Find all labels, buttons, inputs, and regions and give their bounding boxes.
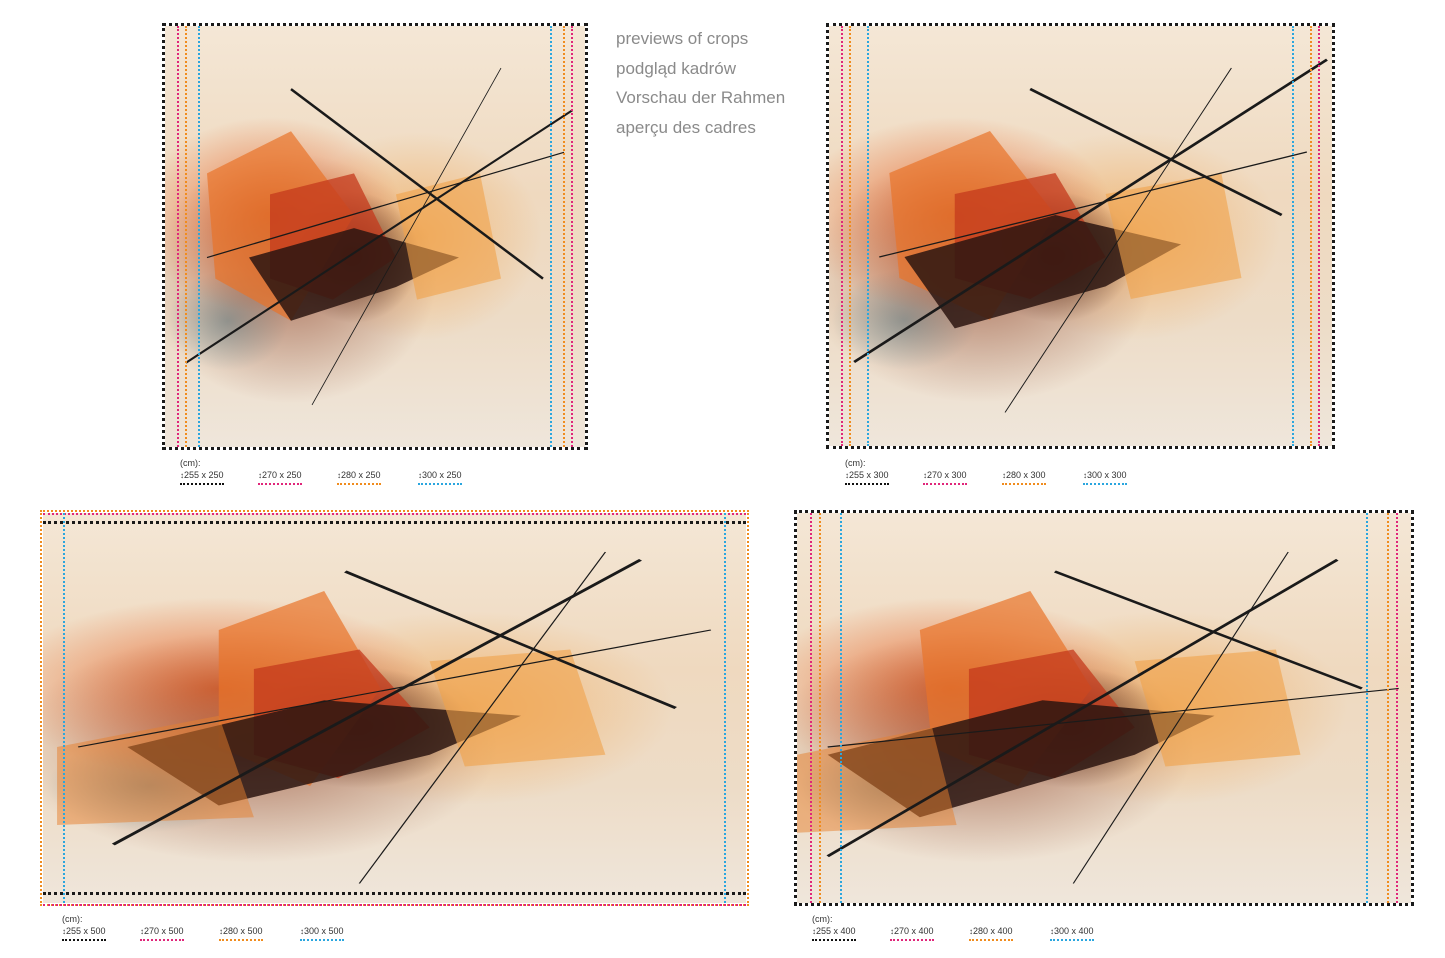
artwork-image	[829, 26, 1332, 446]
crop-preview-panel-3	[40, 510, 749, 906]
heading-line-fr: aperçu des cadres	[616, 117, 756, 137]
heading-line-en: previews of crops	[616, 29, 749, 48]
artwork-image	[165, 26, 585, 447]
crop-frame-300	[198, 26, 552, 447]
unit-label: (cm):	[180, 458, 201, 468]
size-option: ↕280 x 250	[337, 470, 381, 485]
crop-frame-255	[162, 23, 588, 450]
crop-frame-280	[849, 26, 1312, 446]
size-option: ↕280 x 500	[219, 926, 263, 941]
size-option: ↕270 x 300	[923, 470, 967, 485]
unit-label: (cm):	[845, 458, 866, 468]
crop-preview-panel-1	[162, 23, 588, 450]
size-legend-panel-4: (cm): ↕255 x 400 ↕270 x 400 ↕280 x 400 ↕…	[812, 914, 1112, 946]
size-legend-panel-3: (cm): ↕255 x 500 ↕270 x 500 ↕280 x 500 ↕…	[62, 914, 362, 946]
size-option: ↕270 x 250	[258, 470, 302, 485]
crop-frame-255	[826, 23, 1335, 449]
crop-frame-300	[867, 26, 1294, 446]
size-option: ↕255 x 300	[845, 470, 889, 485]
size-option: ↕300 x 400	[1050, 926, 1094, 941]
crop-preview-panel-4	[794, 510, 1414, 906]
crop-frame-300	[840, 513, 1368, 903]
crop-frame-300	[63, 513, 726, 903]
crop-preview-panel-2	[826, 23, 1335, 449]
crop-frame-255	[794, 510, 1414, 906]
crop-frame-270	[43, 513, 746, 906]
size-option: ↕300 x 500	[300, 926, 344, 941]
heading-line-de: Vorschau der Rahmen	[616, 88, 786, 107]
size-option: ↕300 x 250	[418, 470, 462, 485]
crop-frame-280	[185, 26, 565, 447]
size-option: ↕255 x 500	[62, 926, 106, 941]
artwork-image	[797, 513, 1411, 903]
size-option: ↕300 x 300	[1083, 470, 1127, 485]
crop-frame-270	[177, 26, 573, 447]
unit-label: (cm):	[62, 914, 83, 924]
size-option: ↕280 x 300	[1002, 470, 1046, 485]
size-option: ↕255 x 400	[812, 926, 856, 941]
size-option: ↕280 x 400	[969, 926, 1013, 941]
crop-frame-280	[819, 513, 1389, 903]
artwork-image	[43, 513, 746, 903]
crop-frame-255	[43, 521, 746, 895]
size-option: ↕270 x 500	[140, 926, 184, 941]
size-legend-panel-1: (cm): ↕255 x 250 ↕270 x 250 ↕280 x 250 ↕…	[180, 458, 480, 490]
crop-frame-270	[841, 26, 1320, 446]
heading-line-pl: podgląd kadrów	[616, 58, 737, 78]
crop-frame-270	[810, 513, 1398, 903]
crop-preview-heading: previews of crops podgląd kadrów Vorscha…	[616, 24, 785, 142]
unit-label: (cm):	[812, 914, 833, 924]
size-option: ↕255 x 250	[180, 470, 224, 485]
size-legend-panel-2: (cm): ↕255 x 300 ↕270 x 300 ↕280 x 300 ↕…	[845, 458, 1145, 490]
size-option: ↕270 x 400	[890, 926, 934, 941]
